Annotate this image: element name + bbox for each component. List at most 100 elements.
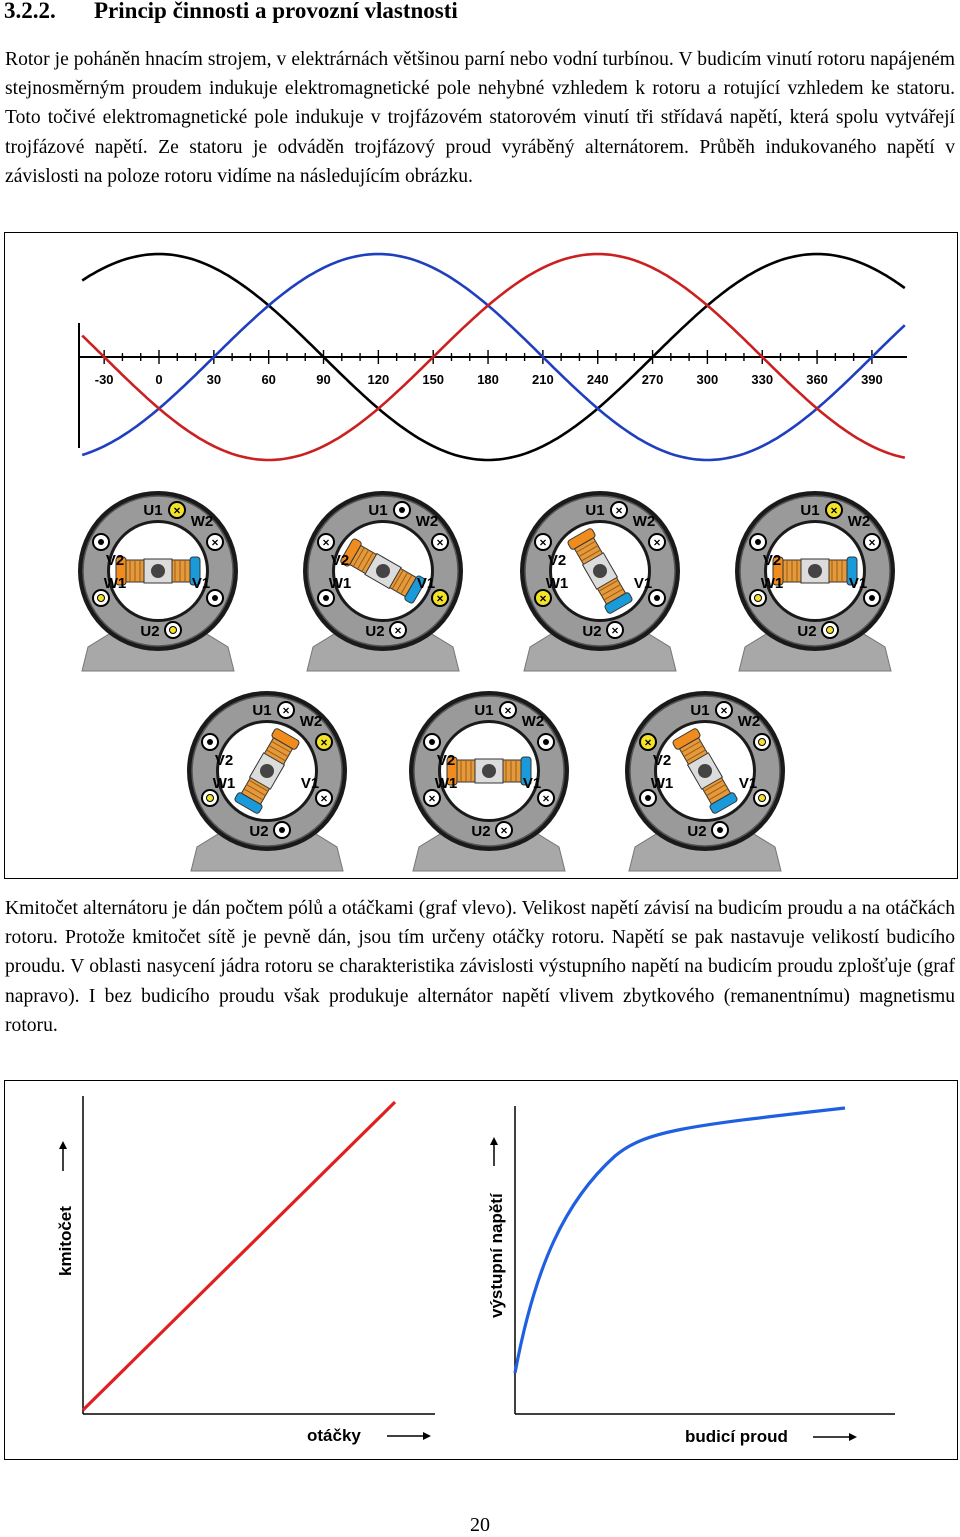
terminal-v1: [537, 789, 555, 807]
winding-turn: [248, 779, 269, 792]
terminal-w2-dot: [758, 738, 766, 746]
terminal-u2: [606, 621, 624, 639]
terminal-u2-dot: [169, 626, 177, 634]
winding-turn: [598, 579, 619, 592]
machine-5: × × × U1 W2 V2 W1 V1 U2: [187, 691, 347, 872]
terminal-w1-mark: ×: [539, 592, 546, 606]
label-v1: V1: [192, 575, 210, 592]
label-u1: U1: [585, 502, 604, 519]
label-u2: U2: [365, 623, 384, 640]
terminal-v2-dot: [98, 539, 104, 545]
tick-label: 240: [587, 372, 609, 387]
tick-label: 330: [751, 372, 773, 387]
label-v2: V2: [106, 552, 124, 569]
terminal-v2-dot: [755, 539, 761, 545]
label-u1: U1: [368, 502, 387, 519]
label-w2: W2: [848, 513, 871, 530]
machine-4: × × U1 W2 V2 W1 V1 U2: [735, 491, 895, 672]
label-v1: V1: [739, 775, 757, 792]
terminal-v1: [315, 789, 333, 807]
winding-turn: [706, 784, 726, 796]
winding-turn: [683, 745, 704, 758]
tick-label: 0: [155, 372, 162, 387]
machine-6: × × × × U1 W2 V2 W1 V1 U2: [409, 691, 569, 872]
terminal-w1-dot: [645, 795, 651, 801]
label-u1: U1: [800, 502, 819, 519]
paragraph-principle: Rotor je poháněn hnacím strojem, v elekt…: [5, 49, 955, 187]
rotor-shaft: [698, 764, 712, 778]
terminal-u1-mark: ×: [720, 704, 727, 718]
label-v2: V2: [215, 752, 233, 769]
terminal-v1-dot: [869, 595, 875, 601]
paragraph-frequency-voltage: Kmitočet alternátoru je dán počtem pólů …: [5, 898, 955, 1036]
terminal-w2-mark: ×: [868, 536, 875, 550]
terminal-v1-mark: ×: [436, 592, 443, 606]
label-u1: U1: [252, 702, 271, 719]
label-w1: W1: [104, 575, 127, 592]
section-heading: 3.2.2. Princip činnosti a provozní vlastn…: [4, 0, 458, 24]
terminal-w2-mark: ×: [653, 536, 660, 550]
terminal-w1-dot: [206, 794, 214, 802]
terminal-v2: [639, 733, 657, 751]
winding-turn: [246, 784, 266, 796]
terminal-u2-mark: ×: [394, 624, 401, 638]
tick-label: 120: [368, 372, 390, 387]
tick-label: 270: [642, 372, 664, 387]
label-v2: V2: [331, 552, 349, 569]
terminal-u1: [825, 501, 843, 519]
terminal-u1-mark: ×: [615, 504, 622, 518]
terminal-w1-dot: [97, 594, 105, 602]
terminal-v2-mark: ×: [322, 536, 329, 550]
phase-u-wave: [81, 252, 906, 462]
terminal-v1-dot: [212, 595, 218, 601]
terminal-w1-dot: [754, 594, 762, 602]
characteristic-charts: kmitočet otáčky výstupní napětí budicí prou…: [56, 1096, 895, 1446]
winding-turn: [578, 545, 599, 558]
characteristic-chart-1: kmitočet otáčky: [56, 1096, 435, 1445]
label-v1: V1: [634, 575, 652, 592]
figure-three-phase-voltage: -30 0 30 60 90 120 150 180 210 240 270 300 330 360 390…: [4, 232, 958, 879]
label-w2: W2: [300, 713, 323, 730]
label-w1: W1: [329, 575, 352, 592]
rotor-shaft: [376, 564, 390, 578]
label-v1: V1: [523, 775, 541, 792]
section-title: Princip činnosti a provozní vlastnosti: [94, 0, 458, 23]
y-axis-title: kmitočet: [56, 1206, 75, 1276]
tick-label: 390: [861, 372, 883, 387]
y-axis-title: výstupní napětí: [487, 1192, 506, 1318]
phase-w-wave: [81, 252, 906, 462]
label-v1: V1: [301, 775, 319, 792]
label-u2: U2: [140, 623, 159, 640]
chart-curve: [81, 1100, 397, 1412]
terminal-w1: [534, 589, 552, 607]
terminal-u2: [389, 621, 407, 639]
terminal-w2: [206, 533, 224, 551]
winding-turn: [361, 552, 374, 572]
figure-characteristics: kmitočet otáčky výstupní napětí budicí prou…: [4, 1080, 958, 1460]
rotor-shaft: [482, 764, 496, 778]
tick-label: 150: [422, 372, 444, 387]
winding-turn: [686, 749, 706, 762]
winding-turn: [400, 574, 413, 595]
terminal-v1-mark: ×: [320, 792, 327, 806]
tick-label: 300: [697, 372, 719, 387]
rotor: [234, 728, 300, 814]
rotor-core: [474, 758, 504, 784]
label-u1: U1: [474, 702, 493, 719]
terminal-u2-dot: [717, 827, 723, 833]
terminal-w2: [648, 533, 666, 551]
label-w1: W1: [213, 775, 236, 792]
terminal-u2-mark: ×: [611, 624, 618, 638]
label-v1: V1: [417, 575, 435, 592]
label-w2: W2: [191, 513, 214, 530]
label-u1: U1: [690, 702, 709, 719]
label-u2: U2: [797, 623, 816, 640]
label-w2: W2: [738, 713, 761, 730]
winding-turn: [708, 788, 729, 801]
tick-label: 360: [806, 372, 828, 387]
phase-v-wave: [81, 252, 906, 462]
label-v2: V2: [548, 552, 566, 569]
x-axis-arrowhead: [849, 1433, 857, 1441]
winding-turn: [352, 547, 365, 567]
terminal-w2: [315, 733, 333, 751]
